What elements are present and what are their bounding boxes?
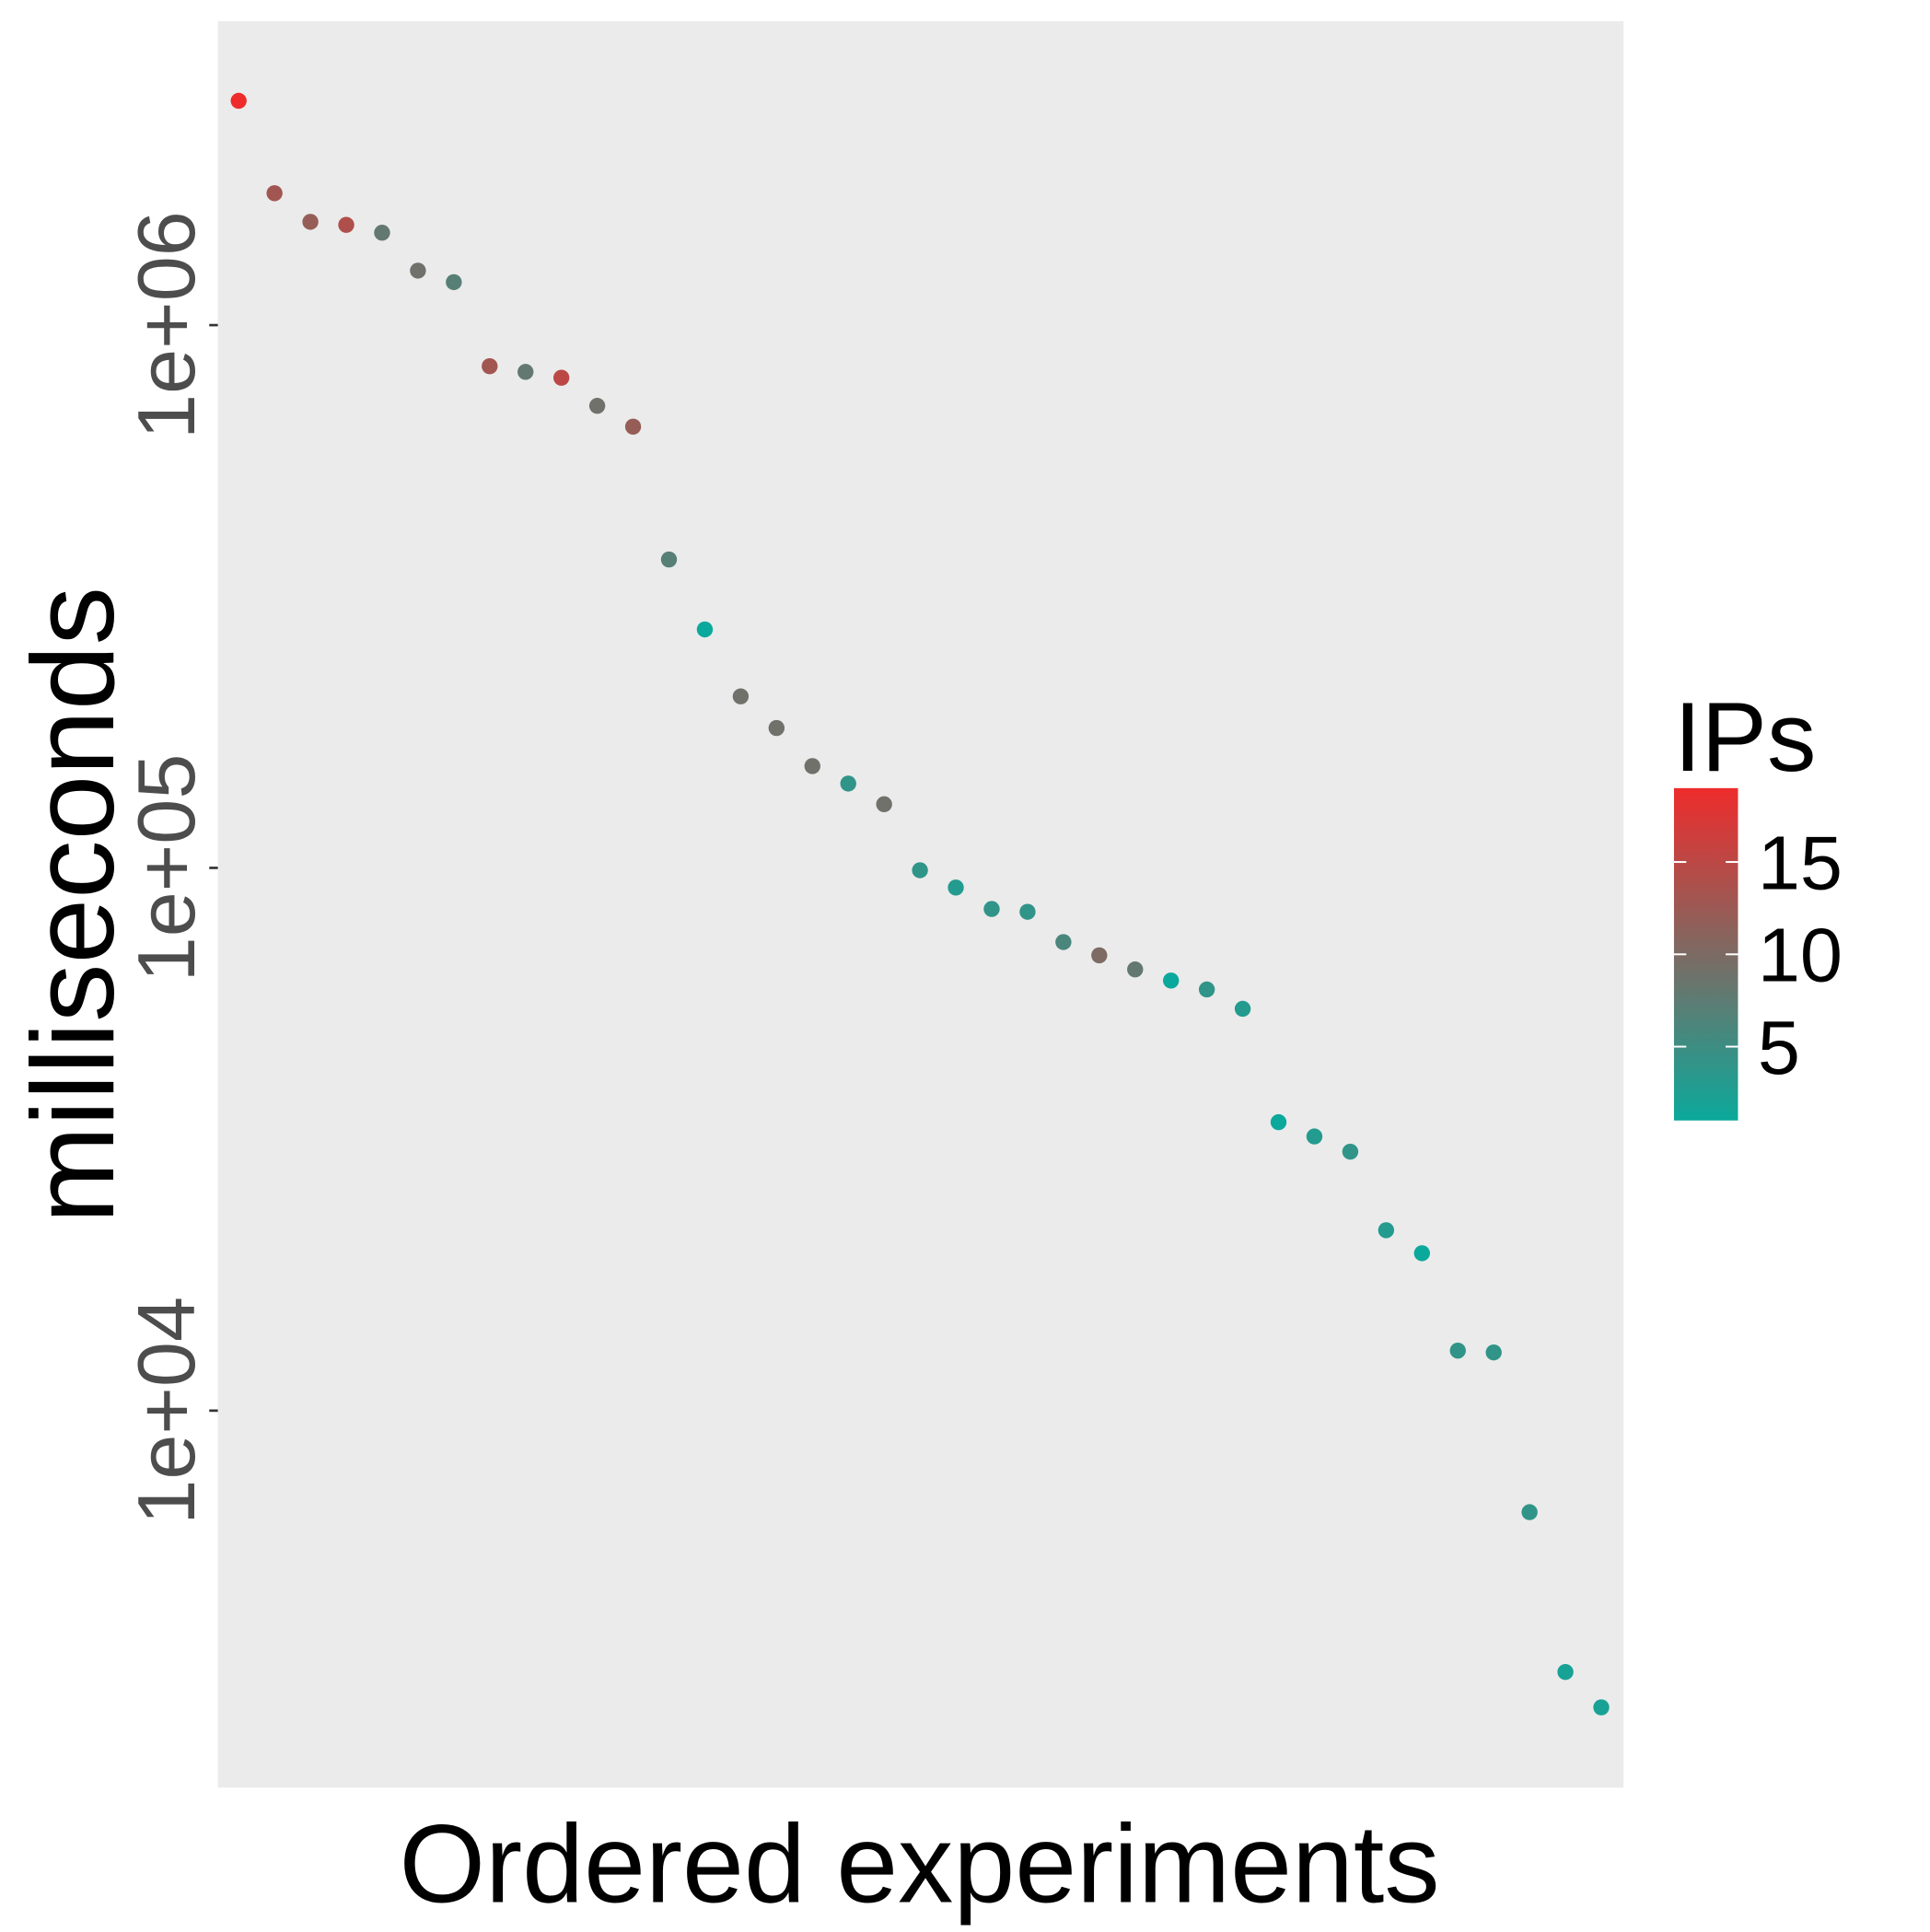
point [1378,1222,1395,1239]
legend-title: IPs [1674,681,1816,792]
y-tick-label: 1e+05 [121,754,212,983]
point [1449,1342,1466,1359]
point [266,185,283,202]
point [410,262,426,279]
point [696,621,714,638]
point [624,418,642,436]
x-axis-title: Ordered experiments [400,1803,1440,1926]
point [876,796,892,813]
point [1163,972,1180,989]
point [948,879,964,896]
point [804,758,820,774]
point [912,862,928,879]
point [482,358,498,375]
point [1306,1128,1323,1145]
point [983,901,1000,917]
y-axis-title: milliseconds [7,587,138,1224]
legend-tick-label: 15 [1758,820,1843,905]
point [1055,934,1072,950]
legend-tick-label: 5 [1758,1005,1800,1090]
point [1091,947,1108,964]
point [1019,903,1036,920]
point [374,225,390,241]
legend-tick-label: 10 [1758,913,1843,998]
point [338,216,355,233]
point [1342,1143,1359,1160]
point [1485,1344,1502,1361]
point [230,92,247,110]
point [1234,1000,1251,1018]
point [768,719,785,737]
point [1127,961,1144,978]
panel [217,21,1624,1788]
point [446,274,462,291]
point [1270,1113,1287,1131]
point [1593,1699,1610,1716]
point [517,364,534,380]
point [1198,981,1215,998]
point [552,369,570,386]
point [302,214,319,230]
point [732,688,750,704]
y-tick-label: 1e+06 [121,211,212,439]
point [660,551,678,568]
point [1413,1245,1430,1262]
point [840,775,856,792]
y-tick-label: 1e+04 [121,1297,212,1525]
point [1521,1504,1538,1520]
point [1557,1663,1574,1681]
point [588,398,606,414]
